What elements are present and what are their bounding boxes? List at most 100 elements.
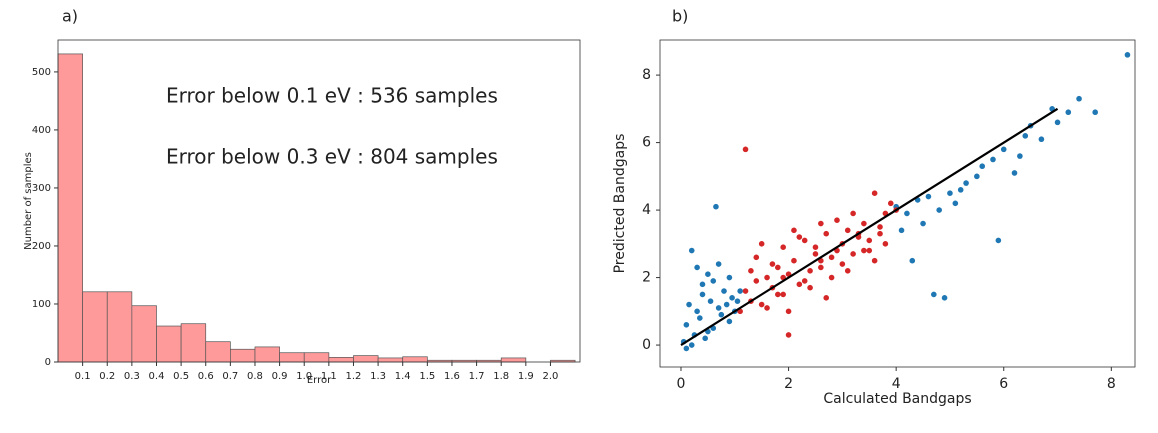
x-tick-label: 6 bbox=[999, 376, 1008, 392]
point bbox=[990, 156, 996, 163]
point bbox=[952, 200, 959, 207]
x-axis-label: Calculated Bandgaps bbox=[823, 391, 971, 407]
point bbox=[713, 203, 719, 210]
x-tick-label: 0.3 bbox=[124, 371, 140, 382]
x-tick-label: 0.1 bbox=[75, 371, 91, 382]
y-tick-label: 100 bbox=[32, 299, 51, 310]
x-tick-label: 1.5 bbox=[419, 371, 435, 382]
point bbox=[1092, 109, 1098, 116]
point bbox=[688, 247, 695, 254]
point bbox=[925, 193, 932, 200]
point bbox=[823, 230, 830, 237]
point bbox=[828, 274, 835, 281]
point bbox=[758, 301, 765, 308]
point bbox=[791, 257, 797, 264]
bar bbox=[82, 291, 108, 363]
bar bbox=[205, 341, 231, 363]
point bbox=[861, 220, 867, 227]
point bbox=[812, 251, 819, 257]
point bbox=[715, 261, 722, 267]
point bbox=[887, 200, 894, 207]
bar bbox=[180, 323, 207, 363]
point bbox=[683, 322, 690, 328]
x-tick-label: 2 bbox=[784, 376, 793, 392]
point bbox=[1124, 52, 1131, 58]
point bbox=[850, 251, 856, 257]
point bbox=[957, 187, 964, 193]
point bbox=[995, 237, 1002, 244]
point bbox=[742, 146, 749, 153]
x-tick-label: 1.8 bbox=[493, 371, 509, 382]
y-tick-label: 6 bbox=[642, 135, 651, 151]
x-tick-label: 4 bbox=[892, 376, 901, 392]
panel-label: b) bbox=[672, 7, 688, 26]
x-tick-label: 1.0 bbox=[296, 371, 312, 382]
y-tick-label: 500 bbox=[32, 67, 51, 78]
bar bbox=[156, 325, 182, 363]
y-tick-label: 300 bbox=[32, 183, 51, 194]
x-tick-label: 2.0 bbox=[542, 371, 558, 382]
point bbox=[775, 264, 781, 271]
point bbox=[823, 295, 830, 301]
point bbox=[683, 345, 690, 352]
point bbox=[769, 261, 776, 267]
x-tick-label: 0.2 bbox=[99, 371, 115, 382]
point bbox=[718, 311, 725, 318]
x-axis-label: Error bbox=[307, 375, 332, 386]
axes-frame bbox=[659, 39, 1136, 368]
y-tick-label: 0 bbox=[45, 357, 51, 368]
point bbox=[1038, 136, 1045, 143]
bar bbox=[402, 356, 428, 363]
point bbox=[866, 237, 873, 244]
axes-frame bbox=[57, 39, 581, 363]
point bbox=[726, 318, 733, 325]
bar bbox=[303, 352, 330, 363]
y-axis-label: Predicted Bandgaps bbox=[612, 134, 628, 274]
point bbox=[796, 234, 803, 240]
point bbox=[694, 264, 700, 271]
point bbox=[1011, 170, 1018, 176]
point bbox=[979, 163, 986, 170]
x-tick-label: 1.6 bbox=[444, 371, 460, 382]
x-tick-label: 0 bbox=[677, 376, 686, 392]
point bbox=[764, 274, 770, 281]
point bbox=[963, 180, 969, 186]
x-tick-label: 1.3 bbox=[370, 371, 386, 382]
point bbox=[748, 268, 754, 274]
x-tick-label: 0.8 bbox=[247, 371, 263, 382]
panel-label: a) bbox=[62, 7, 78, 26]
point bbox=[775, 291, 781, 298]
point bbox=[688, 342, 695, 348]
point bbox=[801, 278, 808, 284]
point bbox=[785, 332, 792, 338]
bar bbox=[353, 355, 379, 363]
x-tick-label: 1.9 bbox=[518, 371, 534, 382]
annotation: Error below 0.1 eV : 536 samples bbox=[166, 84, 498, 108]
y-tick-label: 0 bbox=[642, 337, 651, 353]
x-tick-label: 1.7 bbox=[469, 371, 485, 382]
point bbox=[936, 207, 942, 213]
point bbox=[818, 264, 824, 271]
point bbox=[707, 298, 714, 304]
x-tick-label: 0.6 bbox=[198, 371, 214, 382]
point bbox=[877, 230, 883, 237]
point bbox=[844, 227, 851, 234]
point bbox=[1000, 146, 1007, 153]
y-tick-label: 4 bbox=[642, 202, 651, 218]
point bbox=[737, 288, 743, 294]
point bbox=[904, 210, 910, 217]
point bbox=[686, 301, 692, 308]
y-tick-label: 400 bbox=[32, 125, 51, 136]
bar bbox=[279, 352, 305, 363]
point bbox=[780, 291, 786, 298]
point bbox=[694, 308, 700, 315]
point bbox=[1022, 133, 1029, 139]
point bbox=[807, 268, 813, 274]
point bbox=[909, 257, 916, 264]
point bbox=[785, 308, 792, 315]
point bbox=[1076, 95, 1082, 102]
point bbox=[699, 291, 706, 298]
point bbox=[723, 301, 730, 308]
bar bbox=[377, 357, 404, 363]
point bbox=[758, 241, 765, 247]
